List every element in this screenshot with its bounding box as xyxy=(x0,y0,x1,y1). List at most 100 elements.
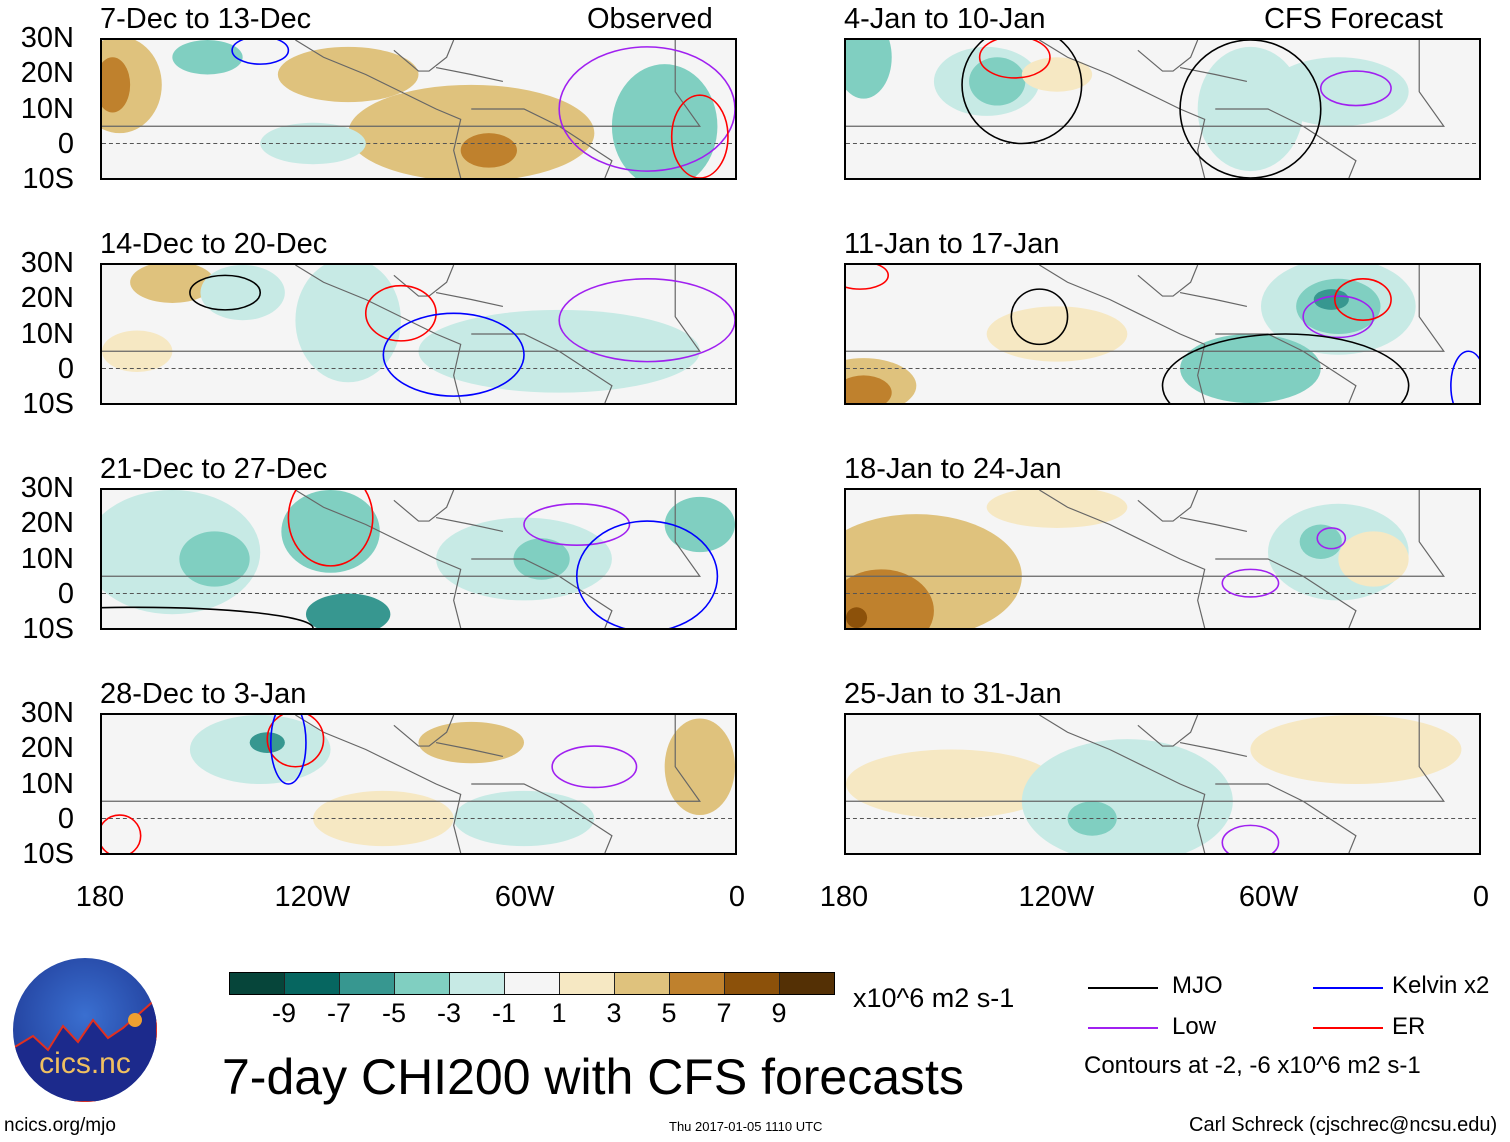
colorbar-tick: 7 xyxy=(716,998,732,1028)
wave-contour xyxy=(1316,527,1347,550)
colorbar-units: x10^6 m2 s-1 xyxy=(853,983,1015,1013)
lat-label: 0 xyxy=(57,127,74,160)
lat-label: 10N xyxy=(20,317,74,350)
lat-label: 0 xyxy=(57,577,74,610)
anomaly-shading xyxy=(846,40,892,99)
coastline xyxy=(846,265,1445,403)
lat-label: 10S xyxy=(22,163,74,196)
lon-label: 180 xyxy=(75,881,125,913)
er-legend-line xyxy=(1313,1027,1383,1029)
credit: Carl Schreck (cjschrec@ncsu.edu) xyxy=(1189,1114,1498,1136)
wave-contour xyxy=(189,274,262,311)
wave-contour xyxy=(1161,333,1410,403)
colorbar-swatch xyxy=(780,973,834,994)
figure-title: 7-day CHI200 with CFS forecasts xyxy=(222,1049,964,1105)
anomaly-shading xyxy=(664,718,735,816)
colorbar-swatch xyxy=(725,973,780,994)
wave-contour xyxy=(287,490,374,567)
panel-title: 4-Jan to 10-Jan xyxy=(844,3,1046,35)
low-legend-label: Low xyxy=(1172,1013,1217,1040)
map-panel xyxy=(844,713,1481,855)
anomaly-shading xyxy=(513,538,570,580)
coastline xyxy=(846,40,1445,178)
kelvin-legend-line xyxy=(1313,987,1383,989)
panel-title: 7-Dec to 13-Dec xyxy=(100,3,312,35)
colorbar-tick: -1 xyxy=(491,998,517,1028)
anomaly-shading xyxy=(460,133,517,168)
anomaly-shading xyxy=(130,265,215,303)
lon-label: 0 xyxy=(1472,881,1490,913)
lat-label: 0 xyxy=(57,352,74,385)
colorbar-swatch xyxy=(450,973,505,994)
map-panel xyxy=(844,263,1481,405)
lat-label: 20N xyxy=(20,57,74,90)
wave-contour xyxy=(1319,70,1392,107)
anomaly-shading xyxy=(969,57,1026,106)
anomaly-shading xyxy=(611,64,718,178)
wave-contour xyxy=(846,265,889,290)
lon-label: 60W xyxy=(1238,881,1299,913)
lat-label: 30N xyxy=(20,22,74,54)
colorbar-swatch xyxy=(560,973,615,994)
anomaly-shading xyxy=(1313,289,1349,310)
lat-label: 10N xyxy=(20,542,74,575)
anomaly-shading xyxy=(305,593,391,628)
lat-label: 10N xyxy=(20,767,74,800)
map-panel xyxy=(100,38,737,180)
panel-title: 18-Jan to 24-Jan xyxy=(844,453,1062,485)
lat-label: 20N xyxy=(20,282,74,315)
lat-label: 10S xyxy=(22,613,74,646)
colorbar-tick: -7 xyxy=(326,998,352,1028)
colorbar xyxy=(229,972,835,995)
colorbar-tick: -5 xyxy=(381,998,407,1028)
wave-contour xyxy=(978,40,1051,79)
colorbar-swatch xyxy=(615,973,670,994)
anomaly-shading xyxy=(281,490,380,573)
anomaly-shading xyxy=(200,265,285,321)
panel-title: 25-Jan to 31-Jan xyxy=(844,678,1062,710)
wave-contour xyxy=(1334,278,1392,321)
lon-label: 60W xyxy=(494,881,555,913)
coastline xyxy=(102,490,701,628)
colorbar-tick: 1 xyxy=(551,998,567,1028)
lon-label: 0 xyxy=(728,881,746,913)
lat-label: 0 xyxy=(57,802,74,835)
anomaly-shading xyxy=(102,57,131,113)
wave-contour xyxy=(102,814,142,853)
contours-note: Contours at -2, -6 x10^6 m2 s-1 xyxy=(1084,1052,1421,1079)
url-link[interactable]: ncics.org/mjo xyxy=(4,1115,116,1136)
anomaly-shading xyxy=(1250,715,1462,784)
wave-contour xyxy=(382,312,525,397)
wave-contour xyxy=(364,284,437,342)
mjo-legend-line xyxy=(1088,987,1158,989)
anomaly-shading xyxy=(986,490,1128,528)
wave-contour xyxy=(270,715,307,785)
anomaly-shading xyxy=(172,40,243,75)
coastline xyxy=(102,715,701,853)
coastline xyxy=(102,40,701,178)
anomaly-shading xyxy=(846,375,892,403)
anomaly-shading xyxy=(179,531,250,587)
anomaly-shading xyxy=(1299,524,1342,559)
colorbar-tick: 5 xyxy=(661,998,677,1028)
colorbar-swatch xyxy=(285,973,340,994)
anomaly-shading xyxy=(348,84,595,178)
colorbar-swatch xyxy=(230,973,285,994)
anomaly-shading xyxy=(986,306,1128,362)
colorbar-tick: -9 xyxy=(271,998,297,1028)
anomaly-shading xyxy=(277,46,419,103)
lat-label: 30N xyxy=(20,697,74,729)
wave-contour xyxy=(1450,350,1479,403)
colorbar-swatch xyxy=(340,973,395,994)
wave-contour xyxy=(670,94,729,178)
map-panel xyxy=(100,488,737,630)
wave-contour xyxy=(1221,824,1280,853)
low-legend-line xyxy=(1088,1027,1158,1029)
lat-label: 10S xyxy=(22,388,74,421)
colorbar-tick: 9 xyxy=(771,998,787,1028)
map-panel xyxy=(100,263,737,405)
map-panel xyxy=(844,488,1481,630)
panel-title: 14-Dec to 20-Dec xyxy=(100,228,328,260)
coastline xyxy=(846,490,1445,628)
lat-label: 10N xyxy=(20,92,74,125)
